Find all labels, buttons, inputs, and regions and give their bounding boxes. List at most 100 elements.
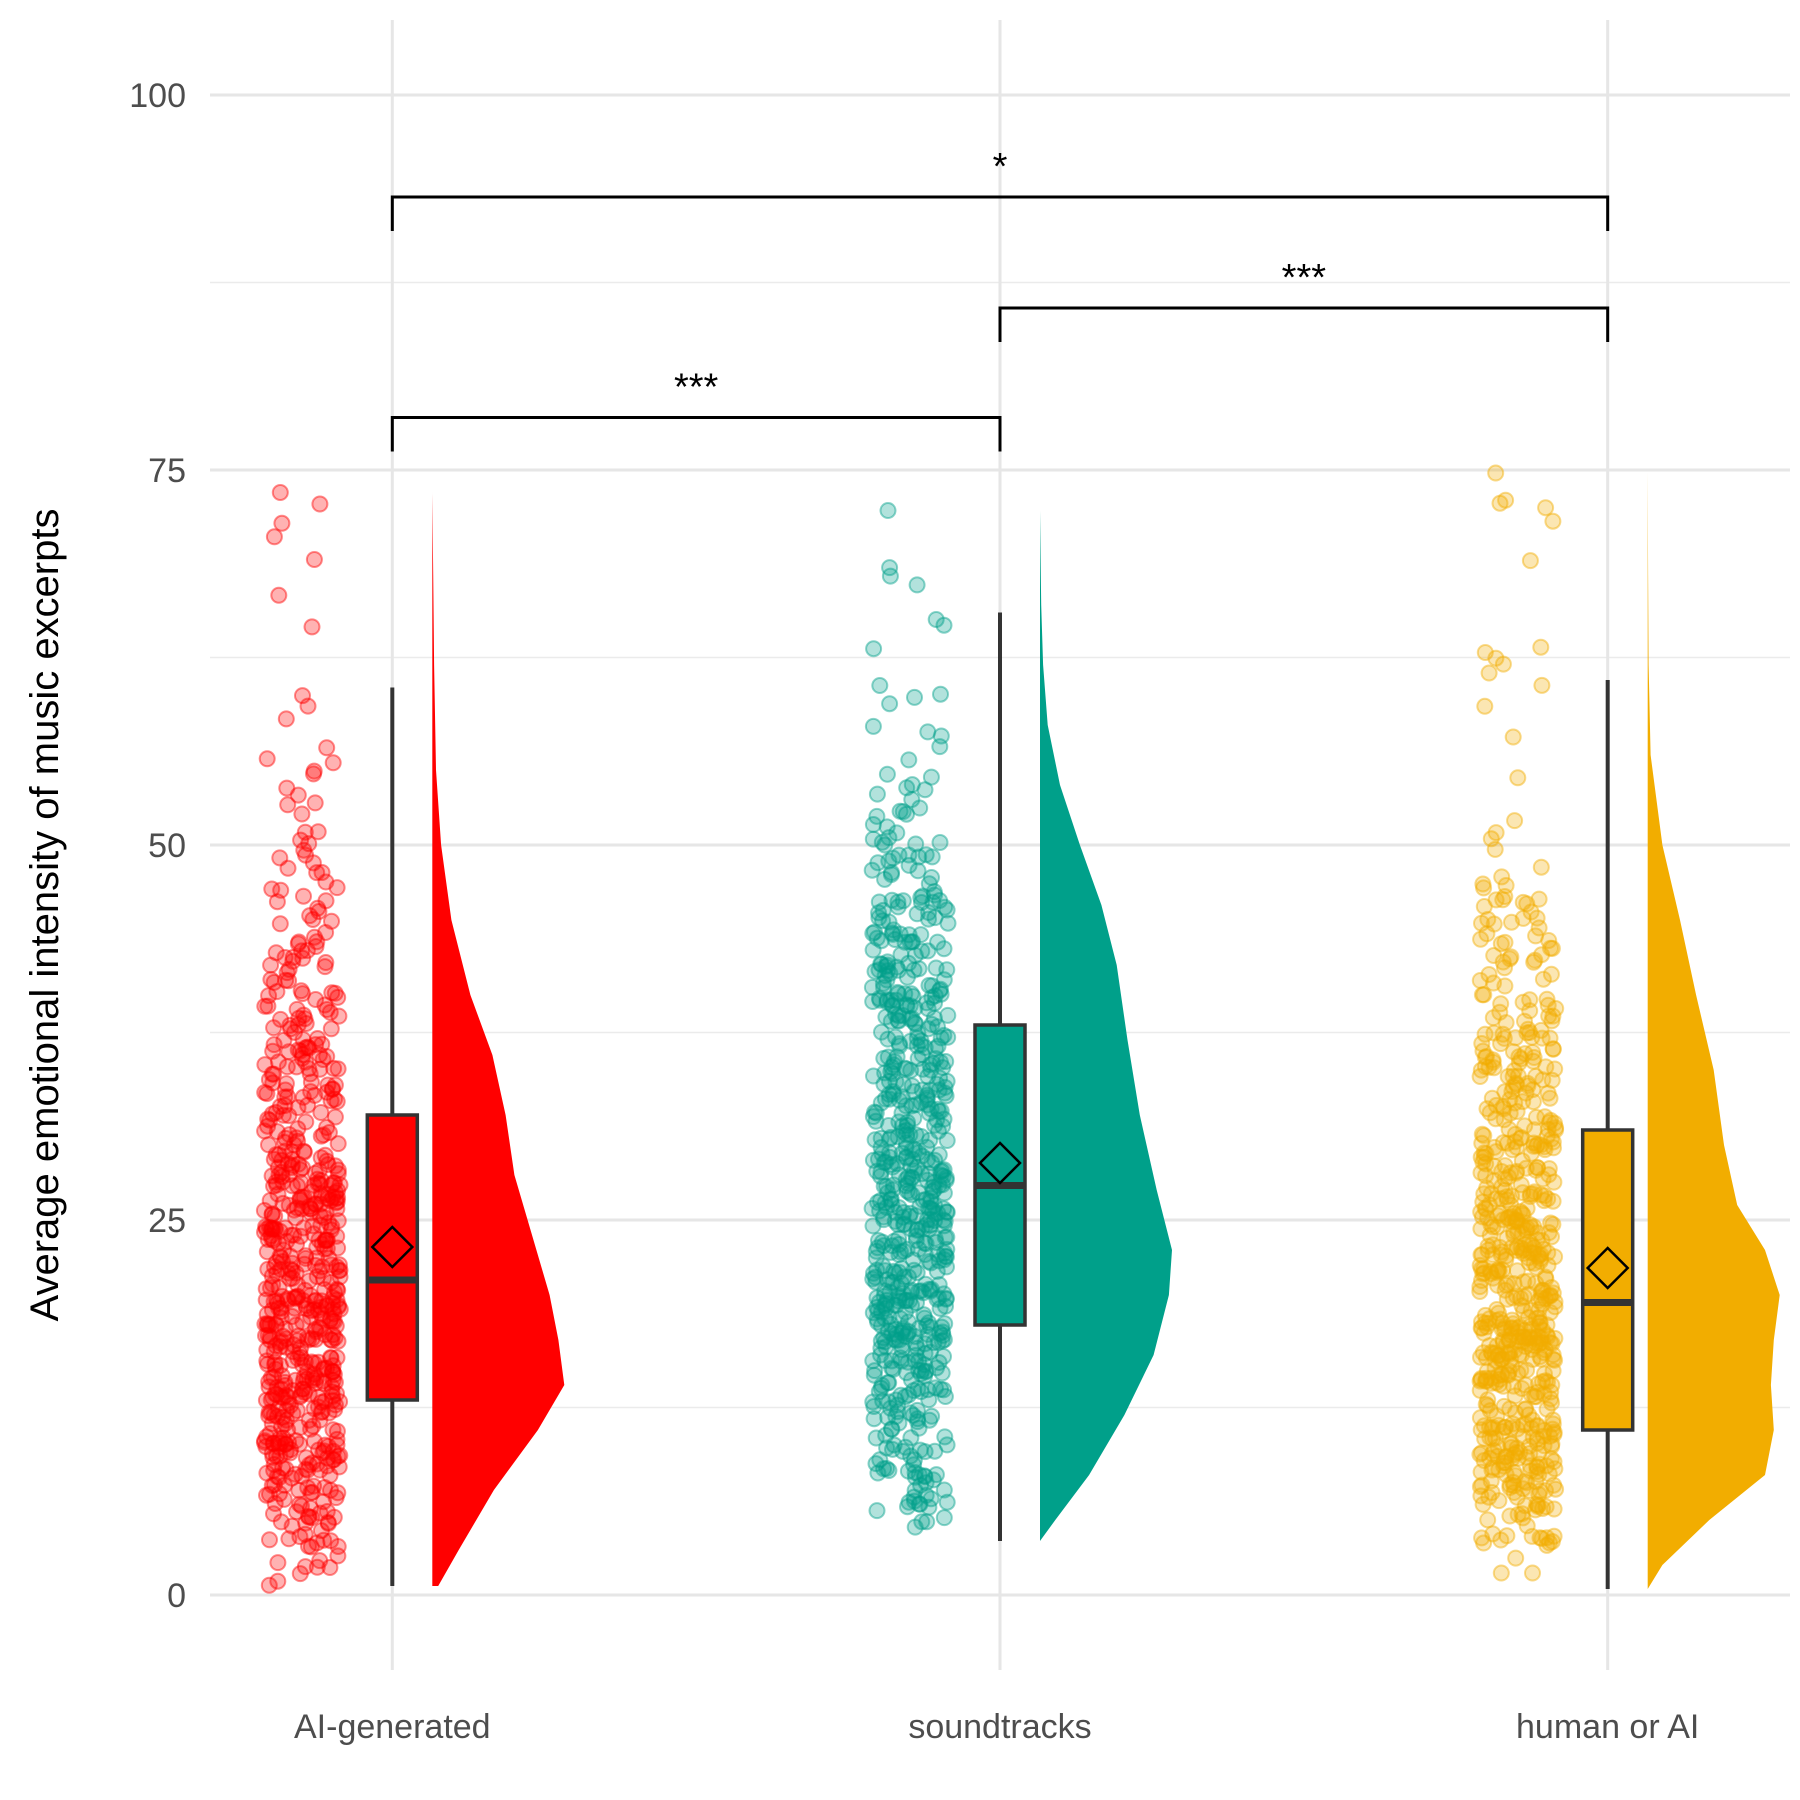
data-point: [1514, 1428, 1532, 1445]
data-point: [265, 1065, 283, 1083]
data-point: [292, 1386, 310, 1404]
data-point: [1524, 1350, 1542, 1368]
data-point: [866, 1268, 884, 1286]
data-point: [329, 1161, 347, 1179]
data-point: [320, 1404, 338, 1422]
data-point: [307, 1036, 325, 1054]
data-point: [1530, 1309, 1548, 1327]
data-point: [259, 997, 277, 1015]
data-point: [1506, 812, 1524, 830]
data-point: [886, 1203, 904, 1221]
data-point: [883, 1352, 901, 1370]
data-point: [1545, 1476, 1563, 1494]
data-point: [1523, 1028, 1541, 1046]
data-point: [283, 1143, 301, 1161]
data-point: [931, 892, 949, 909]
data-point: [330, 1262, 348, 1280]
data-point: [913, 942, 931, 960]
data-point: [1532, 858, 1550, 876]
data-point: [923, 1407, 941, 1425]
data-point: [1524, 1564, 1541, 1582]
data-point: [296, 1383, 314, 1401]
data-point: [1513, 1152, 1531, 1170]
data-point: [937, 1290, 955, 1308]
data-point: [325, 1366, 343, 1383]
data-point: [919, 1325, 937, 1343]
data-point: [872, 1163, 890, 1181]
data-point: [885, 1436, 903, 1454]
data-point: [918, 1317, 936, 1335]
data-point: [870, 1293, 888, 1311]
data-point: [887, 1028, 904, 1046]
data-point: [297, 1514, 315, 1532]
data-point: [310, 1231, 328, 1249]
data-point: [894, 892, 912, 910]
data-point: [937, 1247, 955, 1265]
data-point: [283, 1469, 301, 1487]
data-point: [261, 1316, 279, 1334]
data-point: [272, 1309, 290, 1327]
data-point: [260, 1316, 278, 1334]
data-point: [1482, 1374, 1500, 1392]
data-point: [271, 1485, 288, 1503]
data-point: [1472, 1164, 1490, 1182]
data-point: [913, 1165, 931, 1183]
data-point: [290, 1009, 308, 1027]
data-point: [284, 1269, 302, 1287]
data-point: [329, 1135, 347, 1153]
data-point: [273, 1418, 290, 1436]
data-point: [324, 1421, 342, 1439]
data-point: [269, 1159, 287, 1176]
data-point: [912, 1036, 930, 1054]
data-point: [1506, 1446, 1523, 1463]
data-point: [913, 1219, 931, 1237]
data-point: [875, 1460, 893, 1478]
data-point: [1473, 1319, 1491, 1337]
data-point: [1473, 1125, 1491, 1143]
data-point: [903, 1169, 921, 1187]
data-point: [905, 1083, 923, 1101]
data-point: [318, 1231, 336, 1249]
data-point: [877, 1338, 895, 1356]
data-point: [1479, 1397, 1497, 1415]
data-point: [1480, 664, 1498, 682]
data-point: [884, 1158, 901, 1176]
data-point: [1489, 1367, 1507, 1385]
data-point: [1512, 1289, 1529, 1307]
data-point: [1525, 1049, 1543, 1066]
data-point: [1478, 1372, 1496, 1390]
data-point: [876, 1194, 894, 1212]
data-point: [266, 1385, 284, 1403]
data-point: [1501, 1104, 1519, 1122]
data-point: [329, 1484, 347, 1502]
data-point: [306, 1256, 324, 1274]
data-point: [900, 1493, 918, 1511]
data-point: [270, 586, 288, 604]
data-point: [864, 1151, 882, 1169]
data-point: [875, 1237, 893, 1255]
data-point: [903, 933, 921, 951]
data-point: [293, 1467, 311, 1485]
data-point: [889, 1128, 907, 1146]
data-point: [295, 1142, 313, 1160]
data-point: [1497, 1276, 1515, 1294]
data-point: [893, 1324, 911, 1342]
data-point: [1490, 1492, 1508, 1510]
data-point: [868, 1162, 886, 1180]
data-point: [880, 1374, 898, 1392]
data-point: [263, 1167, 281, 1185]
data-point: [329, 1538, 347, 1555]
data-point: [932, 727, 950, 745]
data-point: [291, 1388, 309, 1406]
data-point: [299, 1507, 317, 1525]
data-point: [1501, 1400, 1519, 1418]
data-point: [1506, 1341, 1524, 1359]
data-point: [932, 1166, 950, 1184]
data-point: [1514, 893, 1532, 911]
data-point: [867, 1429, 885, 1447]
data-point: [312, 1305, 330, 1323]
data-point: [916, 1467, 933, 1485]
data-point: [883, 1359, 901, 1377]
data-point: [890, 1113, 908, 1131]
data-point: [1472, 1371, 1490, 1389]
